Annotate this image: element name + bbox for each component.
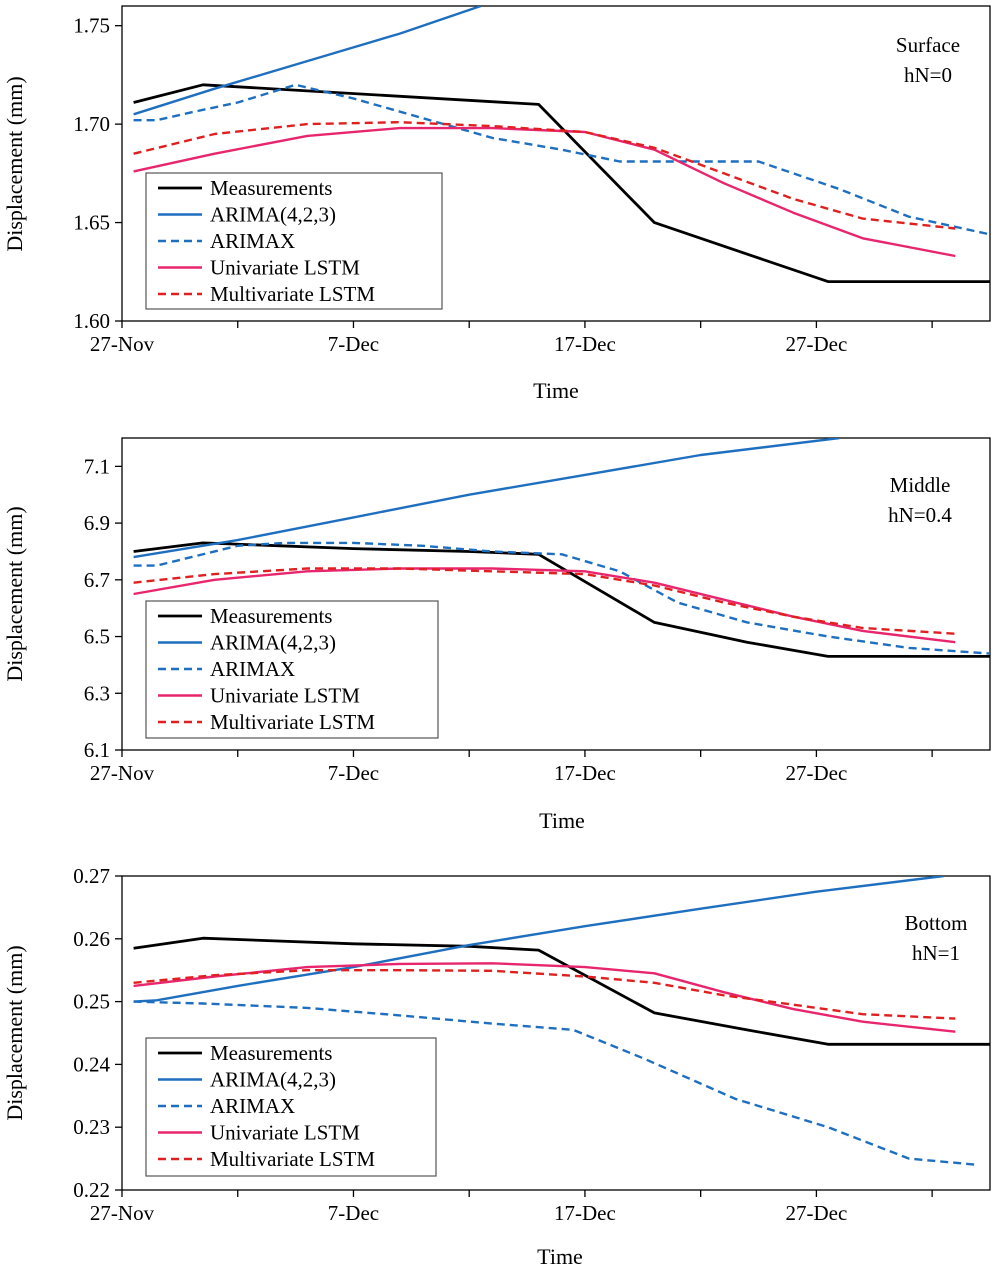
x-tick-label: 27-Dec bbox=[785, 332, 847, 356]
x-tick-label: 27-Dec bbox=[785, 761, 847, 785]
legend-label-arima-4-2-3: ARIMA(4,2,3) bbox=[210, 203, 336, 227]
legend-label-univariate-lstm: Univariate LSTM bbox=[210, 1121, 360, 1145]
series-line-arima-4-2-3 bbox=[133, 876, 944, 1003]
x-tick-label: 17-Dec bbox=[554, 1201, 616, 1225]
series-group bbox=[133, 438, 990, 658]
x-axis-label: Time bbox=[539, 808, 585, 833]
panel-annotation-line1: Surface bbox=[896, 33, 960, 57]
y-axis: 6.1 6.3 6.5 6.7 6.9 7.1 bbox=[84, 454, 122, 762]
x-tick-label: 7-Dec bbox=[328, 761, 379, 785]
y-axis: 1.60 1.65 1.70 1.75 bbox=[73, 14, 122, 333]
y-tick-label: 6.5 bbox=[84, 625, 110, 649]
x-tick-label: 27-Nov bbox=[90, 761, 155, 785]
legend-label-measurements: Measurements bbox=[210, 176, 332, 200]
legend-box bbox=[145, 172, 443, 310]
series-line-measurements bbox=[133, 936, 990, 1046]
legend-label-arimax: ARIMAX bbox=[210, 657, 295, 681]
x-axis: 27-Nov 7-Dec 17-Dec 27-Dec bbox=[90, 1190, 933, 1225]
legend-label-arimax: ARIMAX bbox=[210, 1094, 295, 1118]
y-tick-label: 0.27 bbox=[73, 864, 110, 888]
series-line-multivariate-lstm bbox=[133, 969, 956, 1020]
x-tick-label: 27-Dec bbox=[785, 1201, 847, 1225]
series-line-univariate-lstm bbox=[133, 126, 956, 258]
chart-panel-bottom: 0.22 0.23 0.24 0.25 0.26 0.27 27-Nov 7-Dec 17-D… bbox=[2, 864, 991, 1269]
legend-label-measurements: Measurements bbox=[210, 604, 332, 628]
y-tick-label: 6.9 bbox=[84, 511, 110, 535]
x-axis: 27-Nov 7-Dec 17-Dec 27-Dec bbox=[90, 321, 933, 356]
legend-label-arima-4-2-3: ARIMA(4,2,3) bbox=[210, 631, 336, 655]
y-tick-label: 6.1 bbox=[84, 738, 110, 762]
y-tick-label: 0.25 bbox=[73, 990, 110, 1014]
panel-annotation-line2: hN=0.4 bbox=[888, 503, 952, 527]
y-axis-label: Displacement (mm) bbox=[2, 945, 27, 1120]
legend-label-multivariate-lstm: Multivariate LSTM bbox=[210, 1147, 375, 1171]
y-tick-label: 0.22 bbox=[73, 1178, 110, 1202]
panel-annotation-line1: Bottom bbox=[904, 911, 967, 935]
x-axis-label: Time bbox=[533, 378, 579, 403]
panel-annotation-line1: Middle bbox=[890, 473, 951, 497]
x-tick-label: 7-Dec bbox=[328, 332, 379, 356]
legend: Measurements ARIMA(4,2,3)ARIMAX Univariate… bbox=[145, 1037, 437, 1177]
plot-frame bbox=[121, 437, 991, 751]
y-tick-label: 1.60 bbox=[73, 309, 110, 333]
legend-label-univariate-lstm: Univariate LSTM bbox=[210, 256, 360, 280]
legend-box bbox=[145, 1037, 437, 1177]
x-tick-label: 17-Dec bbox=[554, 761, 616, 785]
series-line-arimax bbox=[133, 1000, 979, 1167]
legend-box bbox=[145, 600, 439, 739]
panel-annotation-line2: hN=1 bbox=[912, 941, 960, 965]
series-line-univariate-lstm bbox=[133, 962, 956, 1033]
y-tick-label: 1.65 bbox=[73, 211, 110, 235]
legend-label-arimax: ARIMAX bbox=[210, 229, 295, 253]
y-tick-label: 0.23 bbox=[73, 1115, 110, 1139]
legend-label-multivariate-lstm: Multivariate LSTM bbox=[210, 710, 375, 734]
plot-frame bbox=[121, 5, 991, 322]
series-line-arima-4-2-3 bbox=[133, 6, 482, 116]
y-tick-label: 6.7 bbox=[84, 568, 110, 592]
y-axis-label: Displacement (mm) bbox=[2, 76, 27, 251]
legend-label-arima-4-2-3: ARIMA(4,2,3) bbox=[210, 1068, 336, 1092]
y-axis-label: Displacement (mm) bbox=[2, 506, 27, 681]
series-line-arimax bbox=[133, 83, 990, 236]
chart-panel-middle: 6.1 6.3 6.5 6.7 6.9 7.1 27-Nov 7-Dec 17-Dec 27-D… bbox=[2, 437, 991, 833]
y-tick-label: 0.26 bbox=[73, 927, 110, 951]
plot-frame bbox=[121, 875, 991, 1191]
x-axis-label: Time bbox=[537, 1244, 583, 1269]
legend-label-measurements: Measurements bbox=[210, 1041, 332, 1065]
x-tick-label: 7-Dec bbox=[328, 1201, 379, 1225]
x-tick-label: 17-Dec bbox=[554, 332, 616, 356]
legend-label-multivariate-lstm: Multivariate LSTM bbox=[210, 282, 375, 306]
y-tick-label: 7.1 bbox=[84, 454, 110, 478]
legend-label-univariate-lstm: Univariate LSTM bbox=[210, 684, 360, 708]
x-tick-label: 27-Nov bbox=[90, 332, 155, 356]
y-tick-label: 1.70 bbox=[73, 112, 110, 136]
x-tick-label: 27-Nov bbox=[90, 1201, 155, 1225]
legend: Measurements ARIMA(4,2,3)ARIMAX Univariate… bbox=[145, 172, 443, 310]
series-line-measurements bbox=[133, 83, 990, 284]
y-tick-label: 1.75 bbox=[73, 14, 110, 38]
y-tick-label: 6.3 bbox=[84, 681, 110, 705]
chart-panel-surface: 1.60 1.65 1.70 1.75 27-Nov 7-Dec 17-Dec 27-Dec… bbox=[2, 5, 991, 403]
series-group bbox=[133, 876, 990, 1167]
x-axis: 27-Nov 7-Dec 17-Dec 27-Dec bbox=[90, 750, 933, 785]
panel-annotation-line2: hN=0 bbox=[904, 63, 952, 87]
series-line-multivariate-lstm bbox=[133, 567, 956, 635]
y-tick-label: 0.24 bbox=[73, 1052, 110, 1076]
legend: Measurements ARIMA(4,2,3)ARIMAX Univariate… bbox=[145, 600, 439, 739]
y-axis: 0.22 0.23 0.24 0.25 0.26 0.27 bbox=[73, 864, 122, 1202]
series-line-arima-4-2-3 bbox=[133, 438, 840, 559]
series-group bbox=[133, 6, 990, 284]
series-line-univariate-lstm bbox=[133, 567, 956, 644]
series-line-multivariate-lstm bbox=[133, 120, 956, 230]
